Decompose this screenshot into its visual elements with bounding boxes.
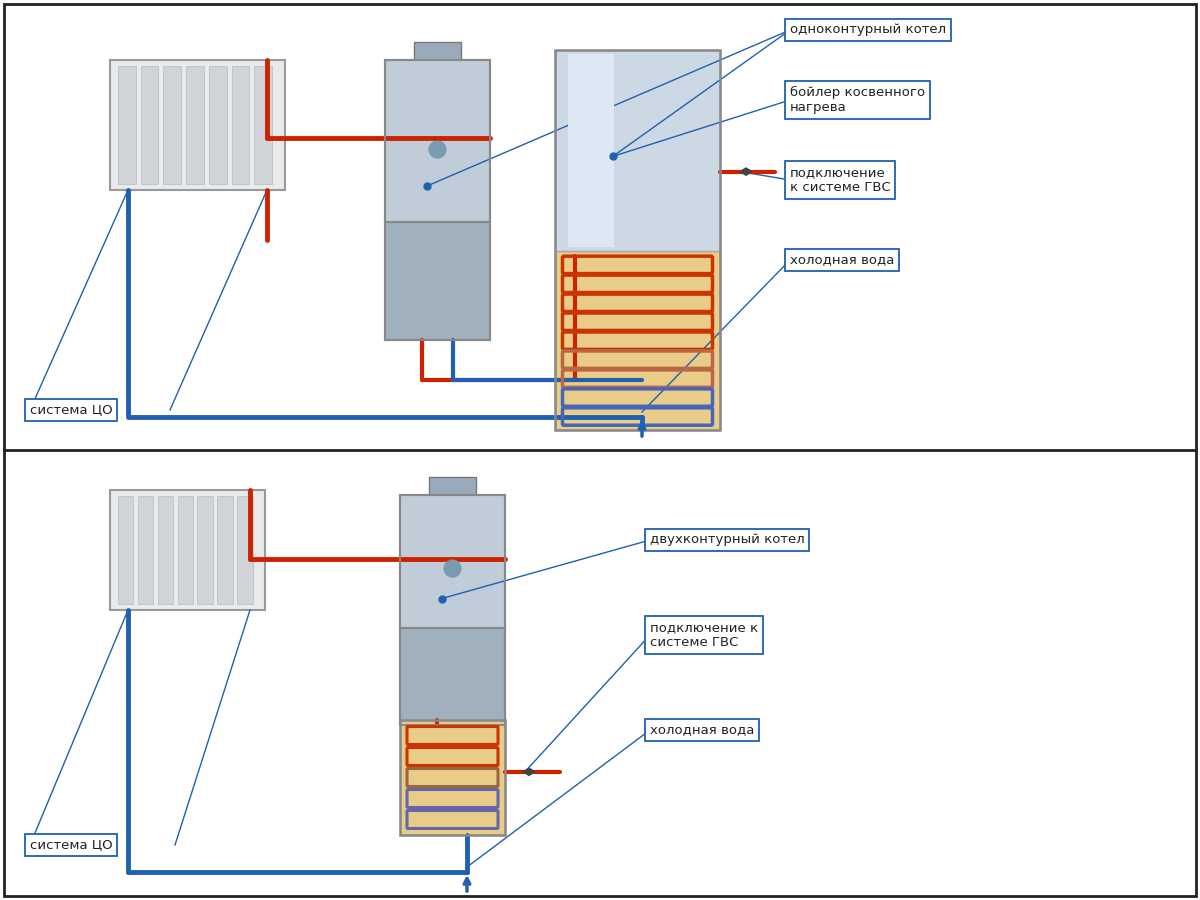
Bar <box>400 495 505 725</box>
Circle shape <box>444 560 461 577</box>
Bar <box>118 496 133 604</box>
Polygon shape <box>740 168 746 176</box>
Bar <box>217 496 233 604</box>
Bar <box>400 720 505 835</box>
Text: холодная вода: холодная вода <box>650 724 755 736</box>
Text: холодная вода: холодная вода <box>790 254 894 266</box>
Bar <box>110 60 286 190</box>
Polygon shape <box>529 769 535 775</box>
Text: система ЦО: система ЦО <box>30 403 113 417</box>
Bar <box>209 66 227 184</box>
Bar <box>569 54 614 248</box>
Bar <box>554 50 720 251</box>
Bar <box>238 496 253 604</box>
Bar <box>163 66 181 184</box>
Polygon shape <box>746 168 752 176</box>
Bar <box>554 50 720 430</box>
Text: двухконтурный котел: двухконтурный котел <box>650 534 805 546</box>
Bar <box>140 66 158 184</box>
Bar <box>157 496 173 604</box>
Bar <box>178 496 193 604</box>
Bar <box>385 222 490 340</box>
Bar <box>232 66 250 184</box>
Bar <box>118 66 136 184</box>
Text: одноконтурный котел: одноконтурный котел <box>790 23 946 37</box>
Bar <box>414 42 461 60</box>
Text: бойлер косвенного
нагрева: бойлер косвенного нагрева <box>790 86 925 114</box>
Bar <box>138 496 154 604</box>
Bar <box>198 496 212 604</box>
Bar <box>385 60 490 222</box>
Bar <box>400 720 505 835</box>
Bar <box>186 66 204 184</box>
Circle shape <box>430 141 446 158</box>
Bar <box>385 60 490 340</box>
Bar <box>400 628 505 725</box>
Bar <box>554 251 720 430</box>
Text: подключение к
системе ГВС: подключение к системе ГВС <box>650 621 758 649</box>
Polygon shape <box>523 769 529 775</box>
Bar <box>428 477 476 495</box>
Bar <box>400 495 505 628</box>
Bar <box>110 490 265 610</box>
Text: система ЦО: система ЦО <box>30 839 113 851</box>
Text: подключение
к системе ГВС: подключение к системе ГВС <box>790 166 890 194</box>
Bar <box>254 66 272 184</box>
